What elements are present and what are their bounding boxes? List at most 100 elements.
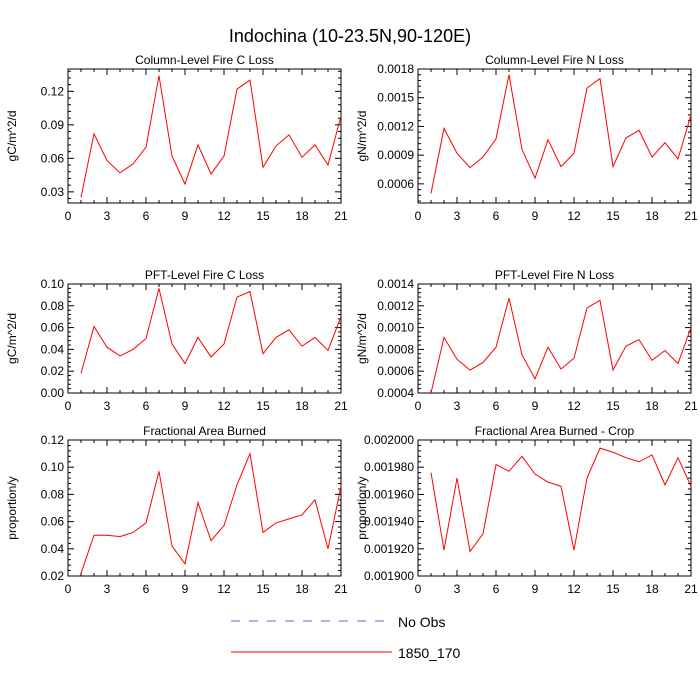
panel-5: 0 3 6 9 12 15 18 21 0.02 0.04 0.06 0.08 0.10 0.12 Frac… <box>5 424 348 596</box>
series-1850_170 <box>80 75 342 198</box>
plot-frame <box>417 439 692 577</box>
y-tick-label: 0.0012 <box>377 299 414 313</box>
y-tick-label: 0.06 <box>41 151 65 165</box>
panel-title: PFT-Level Fire C Loss <box>145 268 264 282</box>
x-tick-label: 18 <box>645 399 659 413</box>
legend: No Obs 1850_170 <box>231 614 461 661</box>
series-line <box>430 74 692 194</box>
y-tick-label: 0.02 <box>41 569 65 583</box>
y-tick-label: 0.03 <box>41 185 65 199</box>
y-tick-label: 0.09 <box>41 118 65 132</box>
plot-frame <box>67 439 342 577</box>
series-1850_170 <box>430 447 692 553</box>
x-tick-label: 18 <box>645 582 659 596</box>
y-tick-label: 0.0014 <box>377 277 414 291</box>
y-tick-label: 0.0008 <box>377 342 414 356</box>
y-tick-label: 0.0012 <box>377 119 414 133</box>
series-line <box>80 451 342 574</box>
y-tick-label: 0.001940 <box>364 515 414 529</box>
x-tick-label: 6 <box>493 209 500 223</box>
x-tick-label: 12 <box>567 399 581 413</box>
y-tick-label: 0.12 <box>41 433 65 447</box>
x-tick-label: 15 <box>256 399 270 413</box>
panel-title: Column-Level Fire N Loss <box>485 53 624 67</box>
y-tick-label: 0.0010 <box>377 321 414 335</box>
y-axis-label: gN/m^2/d <box>355 313 369 364</box>
x-tick-label: 0 <box>415 209 422 223</box>
x-tick-label: 12 <box>567 209 581 223</box>
x-tick-label: 9 <box>532 582 539 596</box>
series-line <box>80 75 342 198</box>
x-tick-label: 6 <box>493 582 500 596</box>
panel-4: 0 3 6 9 12 15 18 21 0.0004 0.0006 0.0008 0.0010 0.00… <box>355 268 698 413</box>
x-tick-label: 12 <box>567 582 581 596</box>
y-tick-label: 0.02 <box>41 364 65 378</box>
series-line <box>80 288 342 374</box>
y-tick-label: 0.0018 <box>377 62 414 76</box>
plot-frame <box>67 68 342 204</box>
x-tick-label: 0 <box>65 399 72 413</box>
x-tick-label: 3 <box>104 399 111 413</box>
y-tick-label: 0.10 <box>41 460 65 474</box>
y-tick-label: 0.001980 <box>364 460 414 474</box>
x-tick-label: 6 <box>143 209 150 223</box>
x-tick-label: 3 <box>454 582 461 596</box>
y-tick-label: 0.001900 <box>364 569 414 583</box>
panel-1: 0 3 6 9 12 15 18 21 0.03 0.06 0.09 0.12 Column-Level… <box>5 53 348 223</box>
x-tick-label: 18 <box>645 209 659 223</box>
y-axis-label: gN/m^2/d <box>355 111 369 162</box>
x-tick-label: 15 <box>606 209 620 223</box>
panel-title: PFT-Level Fire N Loss <box>495 268 614 282</box>
series-1850_170 <box>80 288 342 374</box>
x-tick-label: 15 <box>606 582 620 596</box>
x-tick-label: 0 <box>415 582 422 596</box>
x-tick-label: 3 <box>454 209 461 223</box>
x-tick-label: 12 <box>217 209 231 223</box>
y-tick-label: 0.001920 <box>364 542 414 556</box>
plot-frame <box>67 283 342 394</box>
x-tick-label: 0 <box>65 209 72 223</box>
x-tick-label: 9 <box>532 399 539 413</box>
y-tick-label: 0.04 <box>41 342 65 356</box>
panel-2: 0 3 6 9 12 15 18 21 0.0006 0.0009 0.0012 0.0015 0.00… <box>355 53 698 223</box>
x-tick-label: 21 <box>684 399 698 413</box>
x-tick-label: 18 <box>295 209 309 223</box>
y-tick-label: 0.06 <box>41 515 65 529</box>
x-tick-label: 21 <box>334 582 348 596</box>
y-tick-label: 0.08 <box>41 299 65 313</box>
x-tick-label: 21 <box>684 209 698 223</box>
y-tick-label: 0.0006 <box>377 177 414 191</box>
x-tick-label: 21 <box>334 399 348 413</box>
y-tick-label: 0.0009 <box>377 148 414 162</box>
x-tick-label: 9 <box>182 209 189 223</box>
panel-title: Column-Level Fire C Loss <box>135 53 274 67</box>
x-tick-label: 18 <box>295 399 309 413</box>
x-tick-label: 6 <box>143 582 150 596</box>
legend-label-1: No Obs <box>398 614 445 630</box>
x-tick-label: 15 <box>256 582 270 596</box>
x-tick-label: 6 <box>143 399 150 413</box>
y-tick-label: 0.08 <box>41 487 65 501</box>
x-tick-label: 0 <box>65 582 72 596</box>
figure-title: Indochina (10-23.5N,90-120E) <box>229 26 471 46</box>
panel-6: 0 3 6 9 12 15 18 21 0.001900 0.001920 0.001940 0.00… <box>355 424 698 596</box>
legend-label-2: 1850_170 <box>398 645 461 661</box>
x-tick-label: 3 <box>454 399 461 413</box>
y-tick-label: 0.10 <box>41 277 65 291</box>
x-tick-label: 12 <box>217 399 231 413</box>
x-tick-label: 15 <box>256 209 270 223</box>
y-tick-label: 0.0015 <box>377 91 414 105</box>
y-axis-label: proportion/y <box>5 476 19 539</box>
y-tick-label: 0.12 <box>41 84 65 98</box>
plot-frame <box>417 283 692 394</box>
x-tick-label: 21 <box>334 209 348 223</box>
x-tick-label: 18 <box>295 582 309 596</box>
x-tick-label: 21 <box>684 582 698 596</box>
series-line <box>430 447 692 553</box>
x-tick-label: 9 <box>532 209 539 223</box>
x-tick-label: 6 <box>493 399 500 413</box>
y-tick-label: 0.0006 <box>377 364 414 378</box>
y-tick-label: 0.04 <box>41 542 65 556</box>
y-axis-label: proportion/y <box>355 476 369 539</box>
